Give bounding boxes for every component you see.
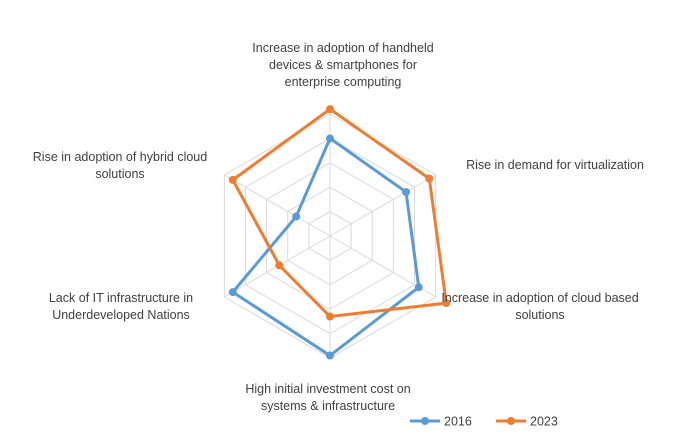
data-point-2023-5 (275, 261, 284, 270)
data-point-2016-6 (292, 212, 301, 221)
axis-label-1: Increase in adoption of handheld devices … (252, 41, 433, 89)
axis-label-5: Lack of IT infrastructure in Underdevelop… (49, 291, 193, 322)
axis-label-line: Underdeveloped Nations (52, 308, 190, 322)
axis-label-line: enterprise computing (285, 75, 402, 89)
axis-labels: Increase in adoption of handheld devices … (33, 41, 644, 413)
axis-label-line: Rise in demand for virtualization (466, 158, 644, 172)
grid-spoke-2 (329, 174, 436, 237)
axis-label-line: solutions (515, 308, 564, 322)
data-point-2023-4 (326, 312, 334, 321)
legend-item-2023: 2023 (496, 415, 558, 429)
axis-label-3: Increase in adoption of cloud based solut… (441, 291, 638, 322)
axis-label-line: solutions (95, 167, 144, 181)
data-point-2016-2 (402, 188, 411, 197)
axis-label-line: devices & smartphones for (269, 58, 417, 72)
data-point-2023-6 (228, 175, 237, 184)
axis-label-line: Increase in adoption of cloud based (441, 291, 638, 305)
data-point-2023-3 (442, 299, 451, 308)
axis-label-line: systems & infrastructure (261, 399, 395, 413)
legend-label: 2016 (444, 415, 472, 429)
data-point-2016-3 (414, 283, 423, 292)
legend-label: 2023 (530, 415, 558, 429)
axis-label-line: Increase in adoption of handheld (252, 41, 433, 55)
data-point-2023-1 (326, 105, 334, 114)
series-layer (228, 105, 451, 360)
data-point-2016-5 (228, 288, 237, 297)
legend-swatch-marker (421, 417, 429, 425)
axis-label-line: High initial investment cost on (245, 382, 410, 396)
legend-item-2016: 2016 (410, 415, 472, 429)
axis-label-6: Rise in adoption of hybrid cloud solution… (33, 150, 207, 181)
grid-spoke-6 (224, 174, 331, 237)
axis-label-line: Rise in adoption of hybrid cloud (33, 150, 207, 164)
legend-swatch-marker (507, 417, 515, 425)
axis-label-line: Lack of IT infrastructure in (49, 291, 193, 305)
data-point-2016-1 (326, 134, 334, 143)
data-point-2023-2 (425, 174, 434, 183)
grid-layer (223, 113, 437, 359)
axis-label-2: Rise in demand for virtualization (466, 158, 644, 172)
legend: 2016 2023 (410, 415, 558, 429)
axis-label-4: High initial investment cost on systems &… (245, 382, 410, 413)
series-2016 (228, 134, 423, 360)
data-point-2016-4 (326, 351, 334, 360)
series-2023 (228, 105, 451, 321)
